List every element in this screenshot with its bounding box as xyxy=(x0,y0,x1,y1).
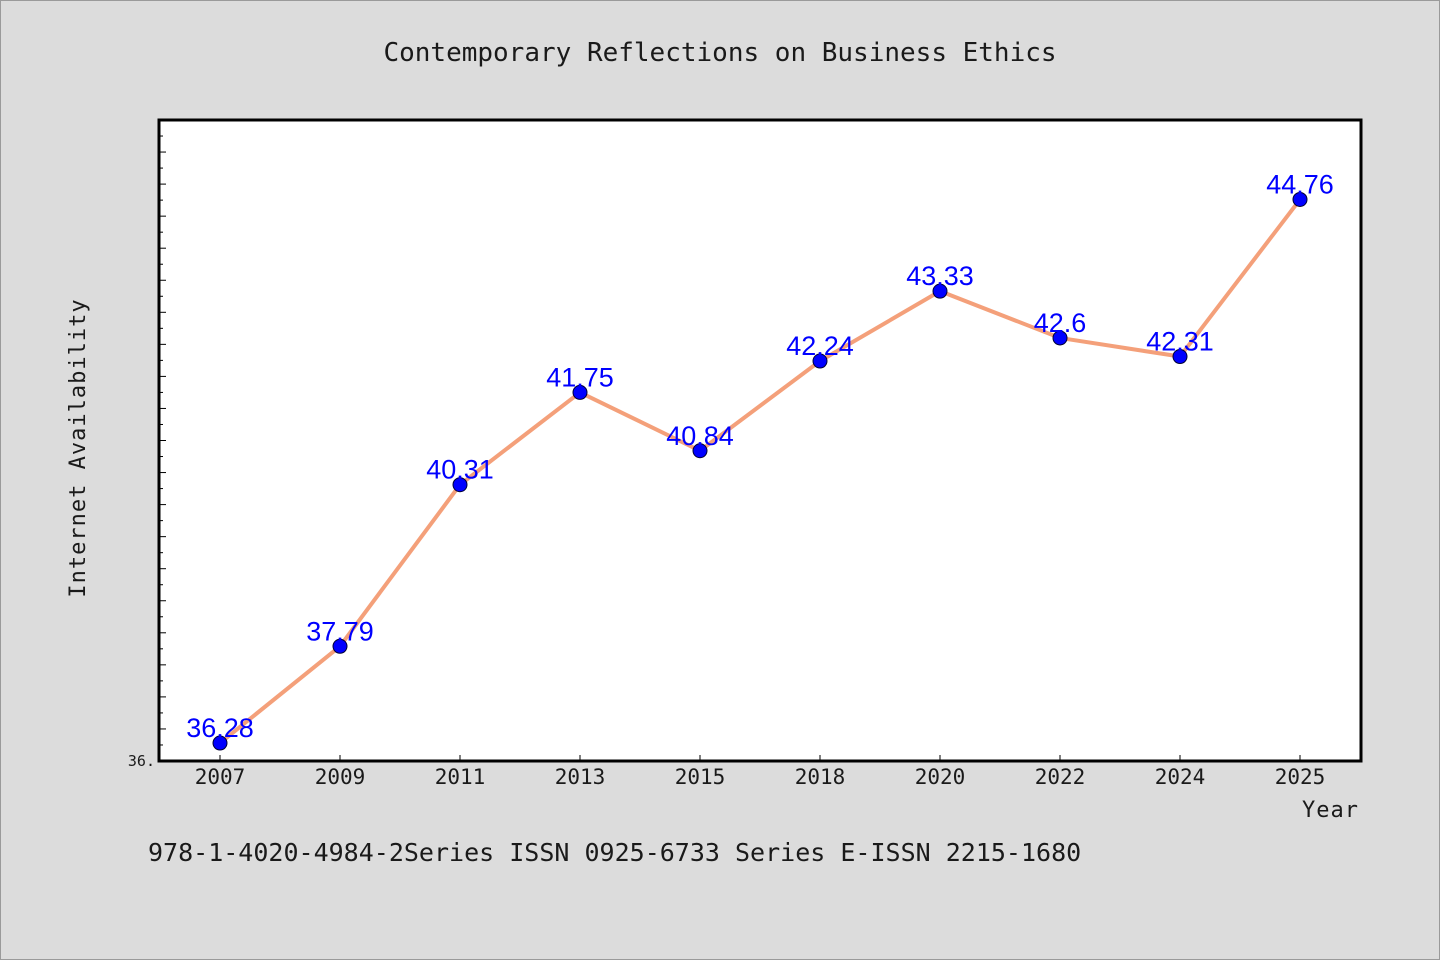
data-label: 40.84 xyxy=(666,421,734,451)
data-point xyxy=(1292,191,1308,207)
data-label: 42.31 xyxy=(1146,327,1214,357)
x-tick-label: 2024 xyxy=(1155,765,1206,789)
y-tick-label: 36. xyxy=(128,752,155,770)
data-point xyxy=(572,384,588,400)
chart-title: Contemporary Reflections on Business Eth… xyxy=(383,38,1056,68)
data-point xyxy=(332,638,348,654)
plot-area xyxy=(157,118,1363,763)
y-axis-ticks xyxy=(159,119,166,762)
data-label: 40.31 xyxy=(426,455,494,485)
x-tick-label: 2018 xyxy=(795,765,846,789)
y-axis-label: Internet Availability xyxy=(66,298,91,597)
x-tick-label: 2022 xyxy=(1035,765,1086,789)
x-tick-label: 2013 xyxy=(555,765,606,789)
x-tick-label: 2025 xyxy=(1275,765,1326,789)
data-point xyxy=(212,735,228,751)
data-label: 37.79 xyxy=(306,616,374,646)
x-tick-label: 2007 xyxy=(195,765,246,789)
data-label: 42.24 xyxy=(786,331,854,361)
data-point xyxy=(812,353,828,369)
data-label: 36.28 xyxy=(186,713,254,743)
data-point xyxy=(692,443,708,459)
data-point xyxy=(1052,330,1068,346)
data-label: 43.33 xyxy=(906,261,974,291)
x-tick-label: 2011 xyxy=(435,765,486,789)
x-tick-label: 2009 xyxy=(315,765,366,789)
x-axis-ticks: 2007 2009 2011 2013 2015 2018 2020 2022 2024 2025 xyxy=(195,755,1326,789)
data-point xyxy=(452,477,468,493)
data-label: 42.6 xyxy=(1034,308,1087,338)
data-point xyxy=(932,283,948,299)
data-label: 44.76 xyxy=(1266,169,1334,199)
x-tick-label: 2015 xyxy=(675,765,726,789)
data-labels: 36.28 37.79 40.31 41.75 40.84 42.24 43.33 42.6 4… xyxy=(186,169,1334,743)
x-tick-label: 2020 xyxy=(915,765,966,789)
data-label: 41.75 xyxy=(546,362,614,392)
series-group xyxy=(212,191,1308,751)
series-line xyxy=(218,197,1302,746)
footnote: 978-1-4020-4984-2Series ISSN 0925-6733 S… xyxy=(148,838,1081,867)
x-axis-label: Year xyxy=(1302,798,1359,823)
data-point xyxy=(1172,349,1188,365)
